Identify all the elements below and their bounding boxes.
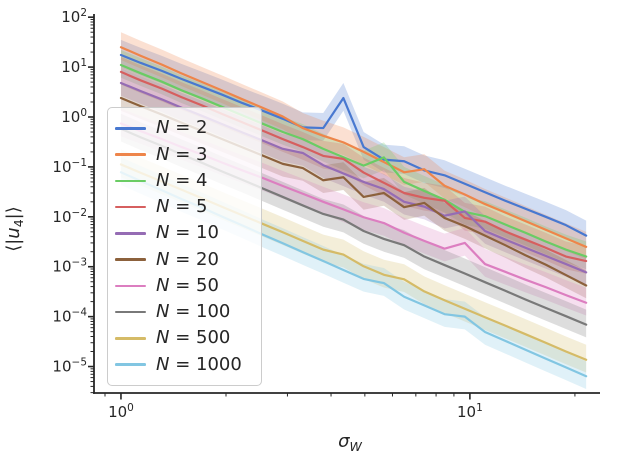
y-tick-label: 102 (61, 7, 87, 26)
x-tick-label: 100 (108, 402, 134, 421)
series-line-n4 (119, 63, 588, 258)
legend: N = 2 N = 3 N = 4 N = 5 N = 10 N = 20 N = 50 N … (107, 107, 262, 386)
y-tick-label: 10−4 (52, 307, 87, 326)
legend-swatch-n50 (115, 284, 146, 288)
tick-labels: 102 101 100 10−1 10−2 10−3 10−4 10−5 100 101 (52, 7, 482, 421)
legend-label-n10: N = 10 (156, 222, 219, 244)
legend-label-n1000: N = 1000 (156, 353, 242, 375)
legend-item-n100: N = 100 (115, 303, 261, 321)
legend-item-n50: N = 50 (115, 274, 261, 296)
series-band-n3 (120, 32, 587, 260)
legend-swatch-n100 (115, 310, 146, 314)
legend-swatch-n500 (115, 337, 146, 340)
y-tick-label: 101 (61, 57, 87, 76)
x-tick-label: 101 (457, 402, 483, 421)
legend-swatch-n4 (115, 179, 146, 183)
legend-label-n3: N = 3 (156, 143, 208, 165)
legend-swatch-n20 (115, 258, 146, 261)
legend-item-n2: N = 2 (115, 119, 261, 137)
series-line-n3 (119, 46, 588, 248)
legend-label-n100: N = 100 (156, 301, 231, 323)
legend-label-n50: N = 50 (156, 274, 219, 296)
legend-item-n4: N = 4 (115, 169, 261, 191)
x-axis-label: σW (338, 431, 362, 454)
y-tick-label: 10−5 (52, 357, 87, 376)
series-band-n4 (120, 50, 587, 270)
y-tick-label: 10−3 (52, 257, 87, 276)
y-tick-label: 100 (61, 107, 87, 126)
y-axis-label: ⟨|u4|⟩ (3, 206, 26, 252)
legend-swatch-n5 (115, 205, 146, 209)
legend-item-n500: N = 500 (115, 329, 261, 347)
legend-label-n2: N = 2 (156, 117, 208, 139)
legend-swatch-n1000 (115, 363, 146, 366)
legend-swatch-n10 (115, 232, 146, 235)
y-tick-label: 10−1 (52, 157, 87, 176)
legend-item-n20: N = 20 (115, 248, 261, 270)
axes (88, 14, 600, 400)
legend-item-n3: N = 3 (115, 143, 261, 165)
legend-label-n20: N = 20 (156, 248, 219, 270)
legend-item-n1000: N = 1000 (115, 353, 261, 375)
legend-item-n10: N = 10 (115, 224, 261, 242)
legend-label-n500: N = 500 (156, 327, 231, 349)
series-line-n2 (119, 53, 588, 237)
legend-swatch-n3 (115, 153, 146, 156)
legend-item-n5: N = 5 (115, 198, 261, 216)
legend-label-n4: N = 4 (156, 169, 208, 191)
legend-swatch-n2 (115, 126, 146, 130)
legend-label-n5: N = 5 (156, 196, 208, 218)
y-tick-label: 10−2 (52, 207, 87, 226)
series-line-n5 (119, 70, 588, 263)
